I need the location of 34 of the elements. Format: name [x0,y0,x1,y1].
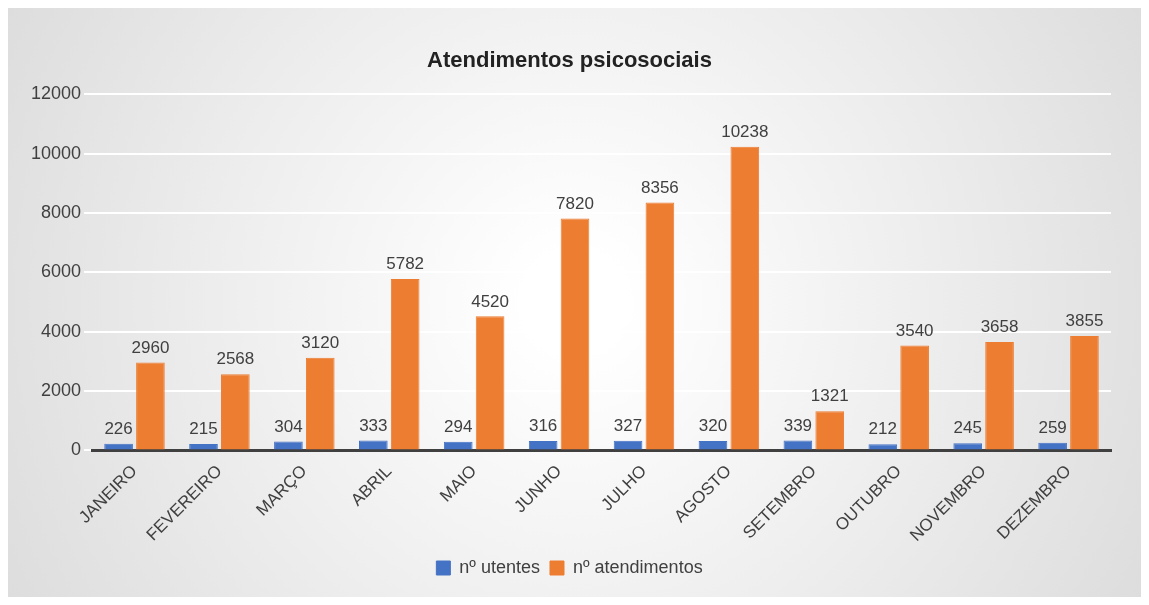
y-tick-label: 12000 [30,83,82,104]
data-label: 245 [953,418,982,438]
legend-label: nº atendimentos [572,556,703,577]
data-label: 3120 [301,333,340,353]
data-label: 304 [274,416,303,436]
data-label: 327 [613,415,643,435]
data-label: 7820 [556,193,594,213]
data-label: 339 [783,415,813,435]
data-label: 3855 [1065,311,1104,331]
data-label: 320 [698,416,728,436]
data-label: 8356 [640,177,679,197]
data-label: 259 [1038,417,1067,437]
y-tick-label: 10000 [30,142,82,163]
data-label: 316 [528,416,558,436]
y-tick-label: 0 [71,439,82,460]
data-label: 10238 [721,121,769,141]
data-label: 294 [444,416,473,436]
data-label: 2568 [216,349,255,369]
y-tick-label: 4000 [41,320,82,341]
data-label: 1321 [810,386,849,406]
y-tick-label: 6000 [41,261,82,282]
data-label: 5782 [386,254,425,274]
data-label: 226 [104,418,133,438]
data-label: 212 [868,419,897,439]
data-label: 2960 [131,337,170,357]
data-label: 4520 [471,291,509,311]
data-label: 3540 [895,320,934,340]
data-label: 215 [189,419,218,439]
y-tick-label: 2000 [41,380,82,401]
data-label: 3658 [980,317,1019,337]
chart-title: Atendimentos psicosociais [427,47,712,73]
data-label: 333 [359,415,388,435]
y-tick-label: 8000 [41,202,82,223]
legend-label: nº utentes [459,556,540,577]
